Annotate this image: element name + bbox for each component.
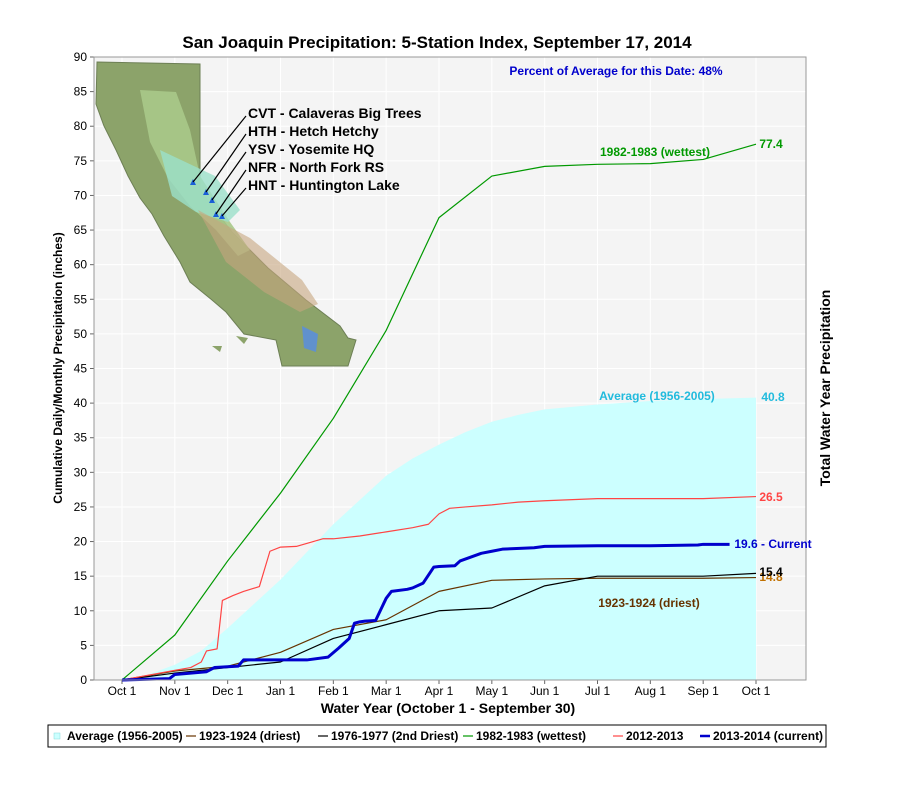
y-tick-label: 15 [74,569,88,583]
x-tick-label: Sep 1 [687,684,719,698]
series-label-1: 1923-1924 (driest) [598,596,699,610]
station-leader-line [205,133,247,193]
series-label-5: 19.6 - Current [734,537,811,551]
x-tick-label: Jun 1 [530,684,560,698]
x-tick-label: Nov 1 [159,684,191,698]
x-tick-label: Jan 1 [266,684,296,698]
y-tick-label: 80 [74,119,88,133]
percent-of-average-note: Percent of Average for this Date: 48% [509,64,723,78]
legend-box [47,724,827,748]
series-label-0: Average (1956-2005) [599,389,715,403]
right-axis-title: Total Water Year Precipitation [817,290,833,487]
plot-border [93,56,807,681]
series-total-0: 40.8 [761,390,785,404]
x-tick-label: Mar 1 [371,684,402,698]
legend-label-1: 1923-1924 (driest) [199,729,300,743]
series-total-1: 14.8 [759,570,783,584]
y-tick-label: 50 [74,327,88,341]
y-tick-label: 85 [74,85,88,99]
series-line-5 [121,542,730,682]
california-map-inset [95,61,357,367]
x-axis-title: Water Year (October 1 - September 30) [321,700,575,716]
station-leader-line [211,151,247,201]
x-tick-label: May 1 [475,684,508,698]
y-tick-label: 35 [74,431,88,445]
y-tick-label: 60 [74,258,88,272]
station-label: CVT - Calaveras Big Trees [248,105,422,121]
y-tick-label: 0 [80,673,87,687]
x-tick-label: Jul 1 [585,684,611,698]
legend-label-5: 2013-2014 (current) [713,729,823,743]
y-tick-label: 70 [74,188,88,202]
legend: Average (1956-2005) 1923-1924 (driest) 197… [47,724,827,748]
y-tick-label: 90 [74,50,88,64]
station-labels: CVT - Calaveras Big Trees HTH - Hetch Het… [192,105,422,217]
y-tick-label: 10 [74,604,88,618]
y-axis-title: Cumulative Daily/Monthly Precipitation (… [51,232,65,503]
chart-title: San Joaquin Precipitation: 5-Station Ind… [182,33,692,52]
station-label: NFR - North Fork RS [248,159,384,175]
station-label: HNT - Huntington Lake [248,177,400,193]
station-leader-line [221,187,247,217]
x-tick-label: Feb 1 [318,684,349,698]
y-tick-label: 5 [80,638,87,652]
y-tick-label: 55 [74,292,88,306]
y-tick-label: 25 [74,500,88,514]
y-tick-label: 20 [74,535,88,549]
series-area-average [122,397,756,680]
y-tick-label: 45 [74,362,88,376]
legend-label-0: Average (1956-2005) [67,729,183,743]
series-line-4 [121,495,757,681]
legend-swatch-0 [53,732,61,740]
x-tick-label: Aug 1 [635,684,667,698]
station-leader-line [192,115,247,183]
legend-label-3: 1982-1983 (wettest) [476,729,586,743]
series-line-3 [121,143,757,681]
y-tick-label: 30 [74,465,88,479]
station-label: HTH - Hetch Hetchy [248,123,379,139]
series-total-4: 26.5 [759,490,783,504]
series-total-3: 77.4 [759,137,783,151]
y-tick-label: 40 [74,396,88,410]
x-tick-label: Apr 1 [425,684,454,698]
legend-label-4: 2012-2013 [626,729,684,743]
y-tick-label: 65 [74,223,88,237]
x-tick-label: Oct 1 [742,684,771,698]
series-total-2: 15.4 [759,565,783,579]
plot-area: 0 5 10 15 20 25 30 35 40 45 50 55 60 65 70 75 80 85 90 Oct … [74,50,812,698]
x-tick-label: Dec 1 [212,684,244,698]
series-label-3: 1982-1983 (wettest) [600,145,710,159]
legend-label-2: 1976-1977 (2nd Driest) [331,729,458,743]
station-leader-line [215,169,247,215]
x-tick-label: Oct 1 [108,684,137,698]
y-tick-label: 75 [74,154,88,168]
station-label: YSV - Yosemite HQ [248,141,374,157]
